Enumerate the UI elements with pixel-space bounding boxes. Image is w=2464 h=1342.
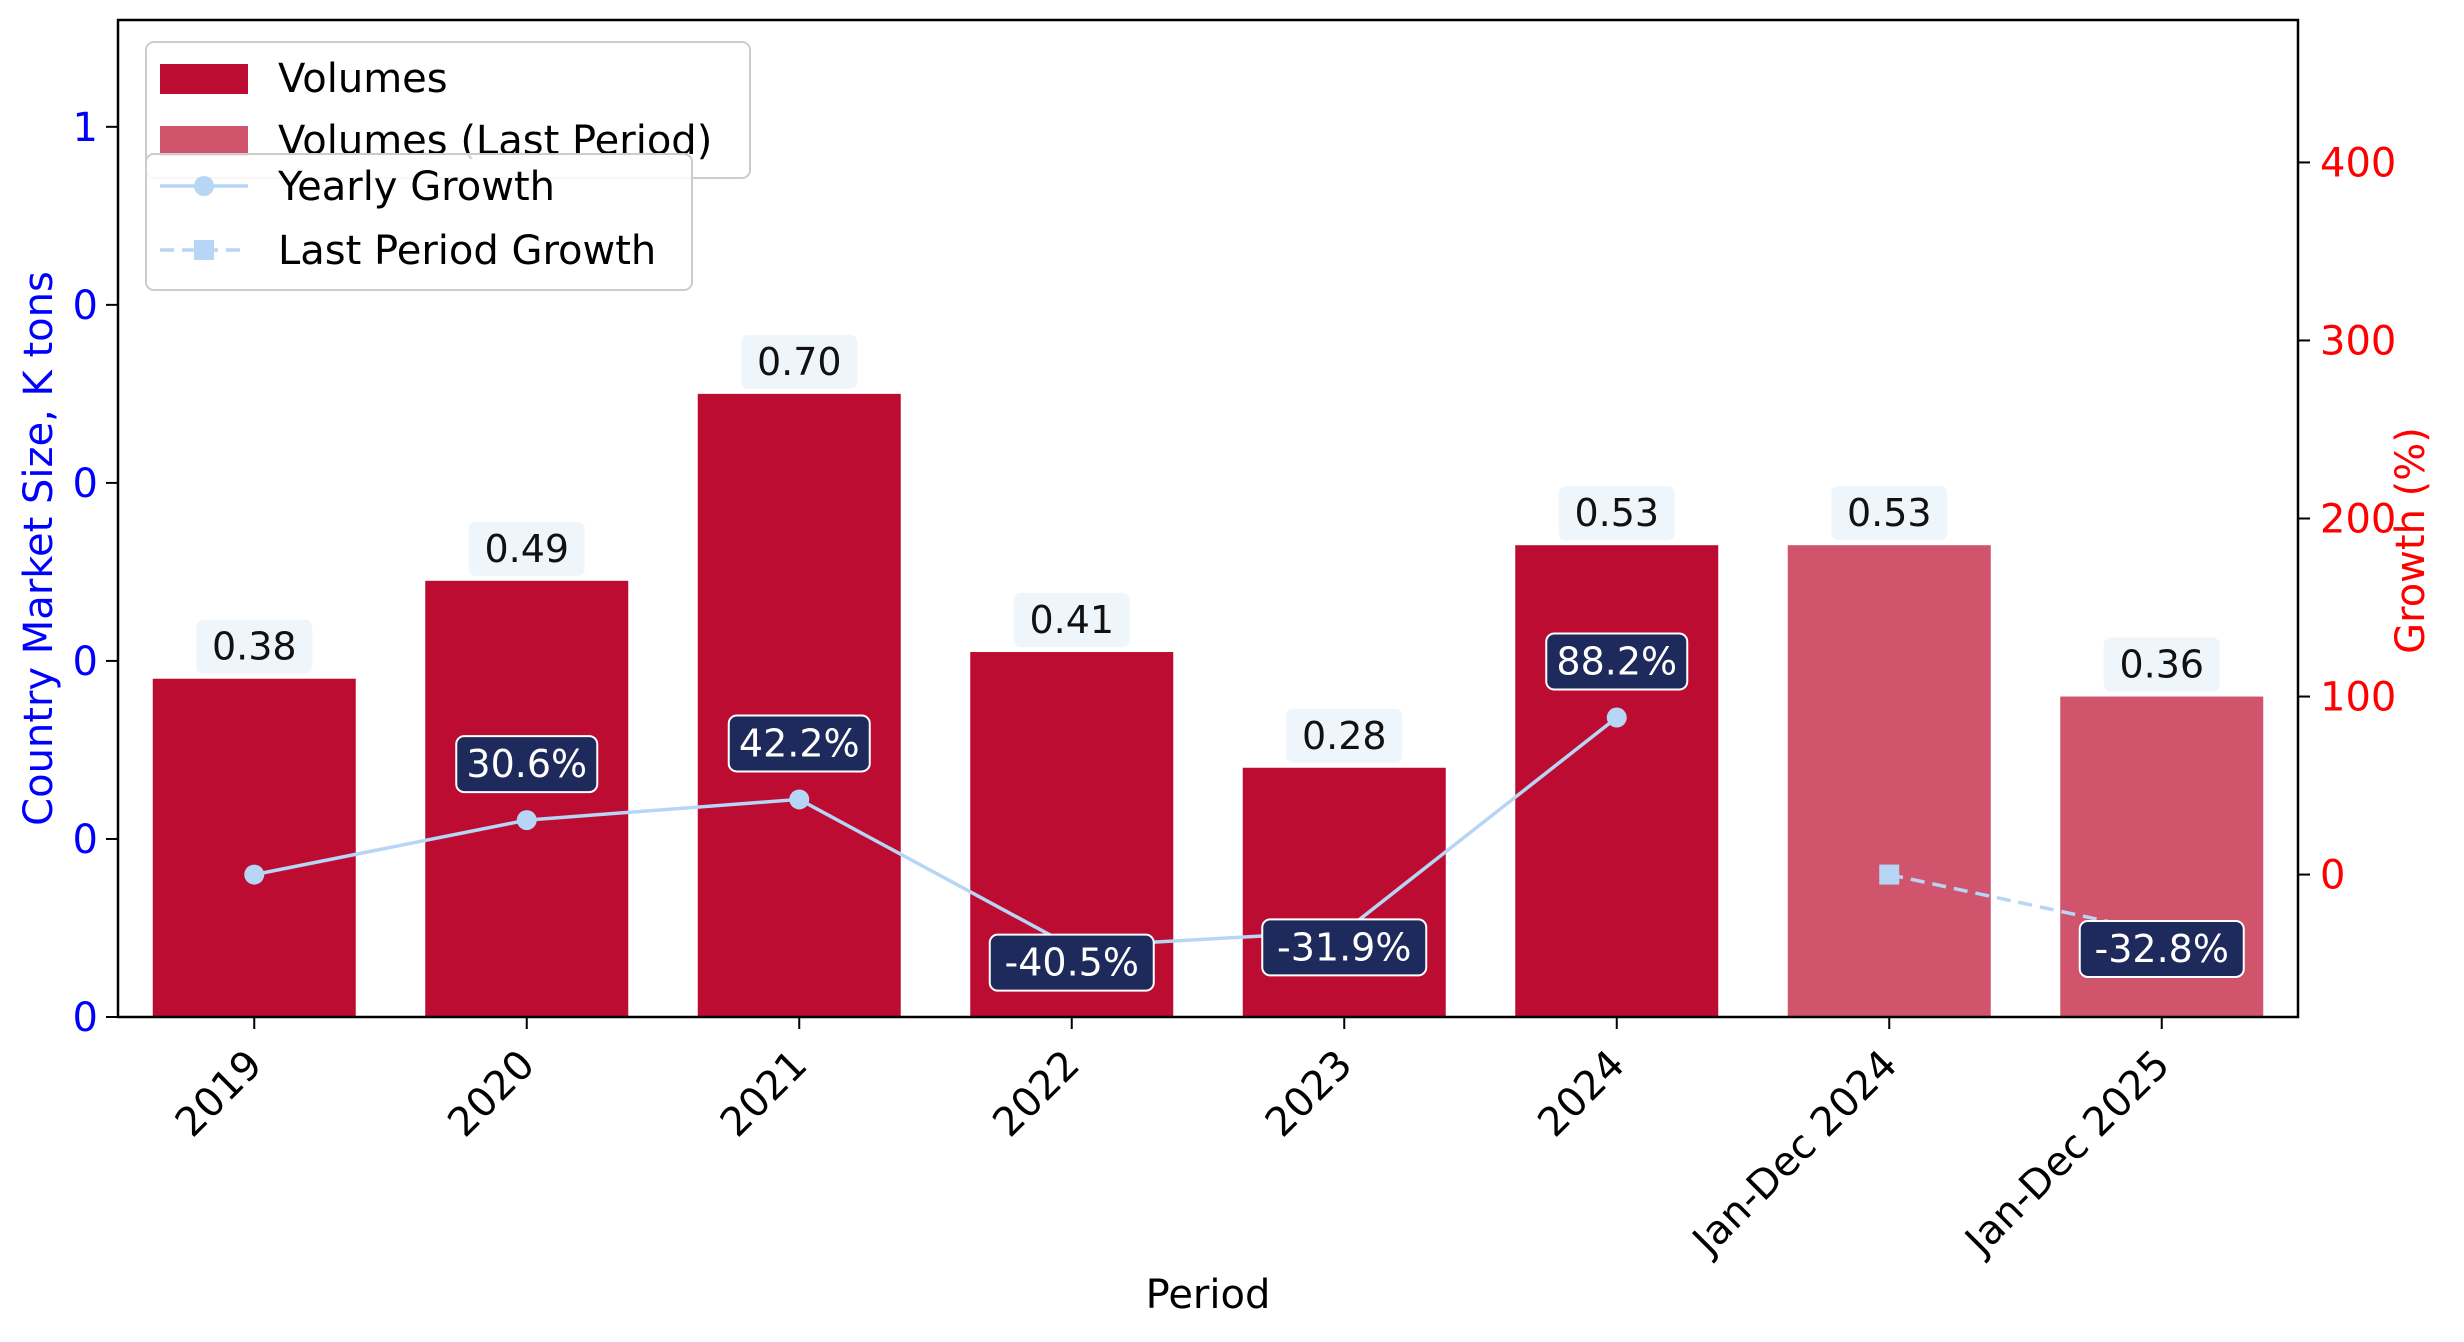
volumes-bar-5 (1515, 545, 1719, 1017)
yearly-growth-value-label-3: -40.5% (988, 933, 1155, 992)
volumes-value-label-1-text: 0.49 (484, 527, 569, 571)
right-axis-tick-label-0: 0 (2320, 853, 2345, 899)
x-axis-tick-label-4: 2023 (1257, 1042, 1362, 1147)
volumes-value-label-3-box (1011, 591, 1132, 650)
yearly-growth-value-label-5-box (1545, 632, 1689, 691)
left-axis-tick-label-1: 0 (73, 817, 98, 863)
volumes-last-period-value-label-6-box (1829, 484, 1950, 543)
volumes-last-period-value-label-7: 0.36 (2101, 635, 2222, 694)
yearly-growth-value-label-5-text: 88.2% (1556, 640, 1677, 684)
right-axis-tick-label-2: 200 (2320, 497, 2396, 543)
volumes-last-period-value-label-7-box (2101, 635, 2222, 694)
legend-line-label-1: Last Period Growth (278, 228, 656, 274)
volumes-last-period-bar-6 (1787, 545, 1991, 1017)
legend-swatch-1 (160, 126, 248, 156)
volumes-value-label-3-text: 0.41 (1029, 598, 1114, 642)
x-axis-tick-label-6: Jan-Dec 2024 (1682, 1042, 1906, 1266)
volumes-bar-0 (152, 678, 356, 1017)
volumes-value-label-5-text: 0.53 (1574, 491, 1659, 535)
yearly-growth-value-label-1-box (455, 735, 599, 794)
volumes-value-label-5-box (1556, 484, 1677, 543)
x-axis-tick-label-0: 2019 (167, 1042, 272, 1147)
legend-swatch-0 (160, 64, 248, 94)
volumes-value-label-3: 0.41 (1011, 591, 1132, 650)
yearly-growth-value-label-3-text: -40.5% (1005, 941, 1139, 985)
right-axis-tick-label-4: 400 (2320, 140, 2396, 186)
yearly-growth-value-label-4-box (1261, 918, 1428, 977)
legend-marker-0 (194, 176, 214, 196)
volumes-value-label-2: 0.70 (739, 332, 860, 391)
yearly-growth-value-label-2-text: 42.2% (739, 721, 860, 765)
left-axis-tick-label-4: 0 (73, 283, 98, 329)
left-axis-tick-label-2: 0 (73, 639, 98, 685)
legend-lines-box (145, 153, 693, 291)
volumes-value-label-0: 0.38 (194, 617, 315, 676)
left-axis-tick-label-5: 1 (73, 105, 98, 151)
right-axis-tick-label-1: 100 (2320, 675, 2396, 721)
volumes-last-period-value-label-6-text: 0.53 (1847, 491, 1932, 535)
left-axis-tick-label-0: 0 (73, 995, 98, 1041)
yearly-growth-value-label-4: -31.9% (1261, 918, 1428, 977)
volumes-value-label-4-text: 0.28 (1302, 714, 1387, 758)
volumes-value-label-2-text: 0.70 (757, 340, 842, 384)
left-axis-tick-label-3: 0 (73, 461, 98, 507)
yearly-growth-value-label-2: 42.2% (727, 714, 871, 773)
x-axis-tick-label-1: 2020 (439, 1042, 544, 1147)
volumes-value-label-0-text: 0.38 (212, 625, 297, 669)
legend-line-label-0: Yearly Growth (277, 164, 555, 210)
yearly-growth-marker-1 (516, 810, 537, 831)
yearly-growth-marker-0 (244, 864, 265, 885)
volumes-value-label-4: 0.28 (1284, 706, 1405, 765)
last-period-growth-value-label-7-box (2078, 919, 2245, 978)
data-labels-layer: 0.38 0.49 0.70 0.41 0.28 0.53 0.53 0.36 30.6% 42.… (194, 332, 2245, 992)
yearly-growth-value-label-1-text: 30.6% (466, 742, 587, 786)
yearly-growth-marker-2 (789, 789, 810, 810)
x-axis-tick-label-7: Jan-Dec 2025 (1955, 1042, 2179, 1266)
x-axis-tick-label-3: 2022 (984, 1042, 1089, 1147)
volumes-value-label-2-box (739, 332, 860, 391)
yearly-growth-value-label-5: 88.2% (1545, 632, 1689, 691)
yearly-growth-value-label-3-box (988, 933, 1155, 992)
volumes-value-label-0-box (194, 617, 315, 676)
volumes-last-period-value-label-6: 0.53 (1829, 484, 1950, 543)
volumes-bar-2 (697, 393, 901, 1017)
legend-label-0: Volumes (278, 56, 448, 102)
x-axis-tick-label-5: 2024 (1529, 1042, 1634, 1147)
yearly-growth-value-label-2-box (727, 714, 871, 773)
yearly-growth-value-label-1: 30.6% (455, 735, 599, 794)
volumes-bar-4 (1242, 767, 1446, 1017)
volumes-value-label-5: 0.53 (1556, 484, 1677, 543)
volumes-value-label-1-box (466, 519, 587, 578)
yearly-growth-value-label-4-text: -31.9% (1277, 925, 1411, 969)
yearly-growth-line (253, 716, 1618, 949)
volumes-value-label-1: 0.49 (466, 519, 587, 578)
legend-marker-1 (194, 240, 214, 260)
right-axis-title: Growth (%) (2388, 427, 2434, 654)
last-period-growth-value-label-7: -32.8% (2078, 919, 2245, 978)
volumes-value-label-4-box (1284, 706, 1405, 765)
x-axis-tick-label-2: 2021 (712, 1042, 817, 1147)
volumes-bar-1 (425, 580, 629, 1017)
last-period-growth-value-label-7-text: -32.8% (2095, 927, 2229, 971)
left-axis-title: Country Market Size, K tons (16, 271, 62, 826)
yearly-growth-marker-5 (1606, 707, 1627, 728)
right-axis-tick-label-3: 300 (2320, 318, 2396, 364)
last-period-growth-marker-6 (1879, 864, 1900, 885)
volumes-last-period-value-label-7-text: 0.36 (2119, 643, 2204, 687)
x-axis-title: Period (1146, 1272, 1271, 1318)
